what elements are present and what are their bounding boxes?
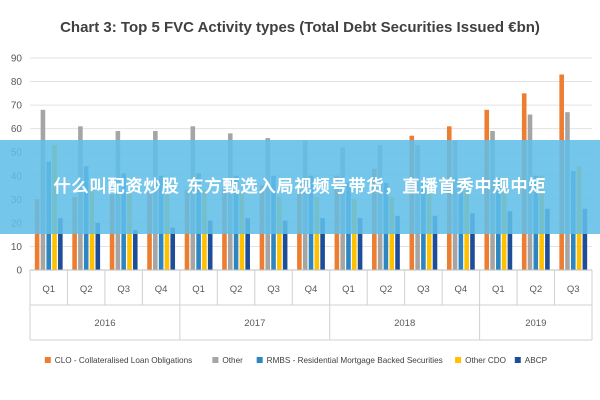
bar	[507, 211, 513, 270]
bar	[582, 208, 588, 270]
y-tick-label: 70	[11, 101, 23, 112]
bar	[357, 218, 363, 270]
x-tick-label: Q1	[42, 284, 55, 295]
overlay-text: 什么叫配资炒股 东方甄选入局视频号带货，直播首秀中规中矩	[53, 177, 547, 197]
x-tick-label: Q3	[267, 284, 280, 295]
legend-swatch	[44, 357, 51, 363]
legend-label: Other CDO	[465, 356, 506, 365]
y-tick-label: 60	[11, 124, 23, 135]
legend-label: ABCP	[525, 356, 548, 365]
bar	[545, 208, 550, 270]
x-tick-label: Q3	[417, 284, 430, 295]
bar	[470, 213, 475, 270]
y-tick-label: 90	[11, 54, 23, 65]
x-tick-label: Q3	[567, 284, 580, 295]
legend-swatch	[514, 357, 521, 363]
y-tick-label: 80	[11, 77, 23, 88]
legend-swatch	[212, 357, 219, 363]
x-tick-label: Q1	[492, 284, 505, 295]
y-tick-label: 10	[11, 242, 23, 253]
x-tick-label: Q2	[529, 284, 542, 295]
bar	[132, 229, 138, 270]
bar	[95, 222, 101, 270]
bar	[58, 218, 63, 270]
bar	[282, 220, 288, 270]
year-label: 2016	[94, 318, 115, 329]
year-label: 2019	[525, 318, 546, 329]
x-axis: Q1 Q2 Q3 Q4 Q1 Q2 Q3 Q4 Q1 Q2 Q3 Q4 Q1 Q2 Q3 2016 2017 20…	[29, 269, 593, 341]
chart-title: Chart 3: Top 5 FVC Activity types (Total…	[60, 19, 540, 36]
bar	[207, 220, 213, 270]
x-tick-label: Q1	[342, 284, 355, 295]
y-tick-label: 0	[16, 266, 22, 277]
legend-swatch	[455, 357, 462, 363]
legend: CLO - Collateralised Loan Obligations Oth…	[44, 356, 548, 365]
x-tick-label: Q2	[380, 284, 393, 295]
bar	[34, 199, 40, 270]
bar	[432, 215, 438, 270]
x-tick-label: Q4	[305, 284, 318, 295]
x-tick-label: Q2	[230, 284, 243, 295]
x-tick-label: Q4	[155, 284, 168, 295]
overlay-banner: 什么叫配资炒股 东方甄选入局视频号带货，直播首秀中规中矩	[0, 140, 600, 234]
legend-swatch	[256, 357, 263, 363]
x-tick-label: Q4	[455, 284, 468, 295]
x-tick-label: Q3	[117, 284, 130, 295]
bar	[320, 218, 325, 270]
bar	[351, 199, 357, 270]
bar	[245, 218, 250, 270]
bar	[170, 227, 176, 270]
year-label: 2017	[244, 318, 265, 329]
legend-label: Other	[222, 356, 243, 365]
x-tick-label: Q2	[80, 284, 93, 295]
year-label: 2018	[394, 318, 415, 329]
legend-label: CLO - Collateralised Loan Obligations	[55, 356, 192, 365]
legend-label: RMBS - Residential Mortgage Backed Secur…	[267, 356, 443, 365]
bar	[395, 215, 400, 270]
x-tick-label: Q1	[192, 284, 205, 295]
